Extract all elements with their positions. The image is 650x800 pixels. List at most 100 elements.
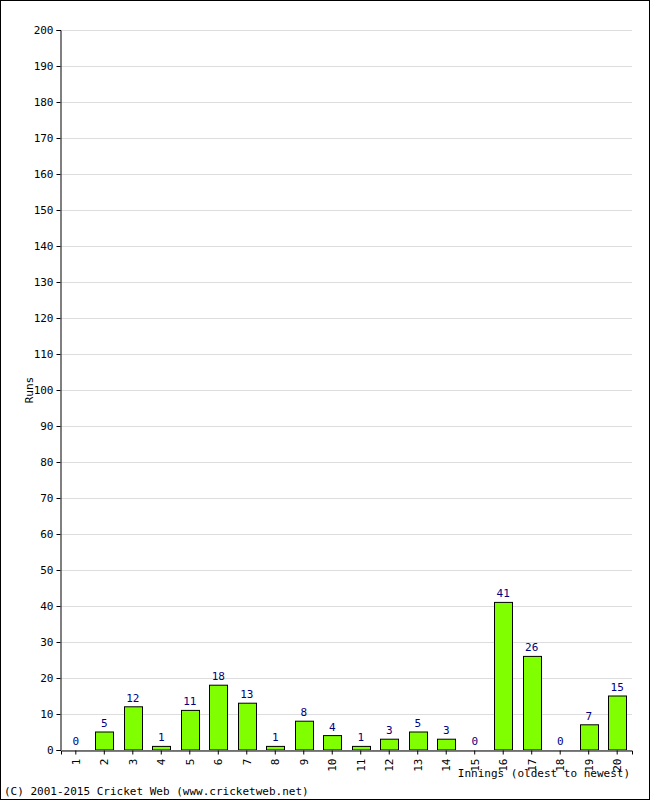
- y-tick-label: 50: [40, 564, 53, 577]
- y-tick-label: 60: [40, 528, 53, 541]
- data-label: 4: [329, 721, 336, 734]
- x-tick-label: 2: [98, 759, 111, 766]
- grid-line: [61, 678, 632, 679]
- x-tick: 9: [298, 751, 311, 766]
- data-label: 0: [471, 735, 478, 748]
- bar: [524, 656, 542, 750]
- y-tick: 30: [40, 636, 60, 649]
- y-tick: 0: [47, 744, 61, 757]
- data-label: 1: [158, 731, 165, 744]
- grid: [61, 31, 632, 751]
- bar: [381, 739, 399, 750]
- chart: 0512111181318413530412607150102030405060…: [0, 0, 650, 800]
- grid-line: [61, 138, 632, 139]
- x-tick-mark: [503, 751, 504, 755]
- data-label: 0: [73, 735, 80, 748]
- grid-line: [61, 426, 632, 427]
- bar: [182, 710, 200, 750]
- y-tick-label: 120: [34, 312, 54, 325]
- y-tick-label: 70: [40, 492, 53, 505]
- y-tick-mark: [57, 102, 61, 103]
- x-axis-line: [62, 751, 633, 755]
- x-tick-label: 1: [70, 759, 83, 766]
- y-tick: 80: [40, 456, 60, 469]
- grid-line: [61, 66, 632, 67]
- x-tick-mark: [189, 751, 190, 755]
- data-label: 41: [497, 587, 510, 600]
- x-tick-mark: [303, 751, 304, 755]
- y-tick-label: 160: [34, 168, 54, 181]
- x-tick-label: 9: [298, 759, 311, 766]
- bar: [552, 750, 570, 751]
- y-tick-mark: [57, 462, 61, 463]
- y-tick-label: 30: [40, 636, 53, 649]
- y-tick-mark: [57, 498, 61, 499]
- x-tick: 14: [440, 751, 453, 772]
- grid-line: [61, 570, 632, 571]
- y-tick-mark: [57, 390, 61, 391]
- y-tick: 50: [40, 564, 60, 577]
- x-tick: 6: [212, 751, 225, 766]
- x-tick-label: 7: [241, 759, 254, 766]
- bar: [210, 685, 228, 750]
- y-tick-label: 110: [34, 348, 54, 361]
- grid-line: [61, 714, 632, 715]
- x-tick-mark: [360, 751, 361, 755]
- y-tick-label: 10: [40, 708, 53, 721]
- x-tick: 8: [269, 751, 282, 766]
- bar: [581, 725, 599, 750]
- data-label: 11: [183, 695, 196, 708]
- y-tick-label: 0: [47, 744, 54, 757]
- x-axis-title: Innings (oldest to newest): [458, 767, 630, 780]
- y-tick-mark: [57, 534, 61, 535]
- y-tick: 130: [34, 276, 61, 289]
- bar: [467, 750, 485, 751]
- grid-line: [61, 354, 632, 355]
- data-label: 8: [300, 706, 307, 719]
- y-tick-mark: [57, 714, 61, 715]
- y-tick-mark: [57, 678, 61, 679]
- y-tick-label: 80: [40, 456, 53, 469]
- y-tick-mark: [57, 246, 61, 247]
- data-label: 13: [240, 688, 253, 701]
- grid-line: [61, 390, 632, 391]
- y-tick: 150: [34, 204, 61, 217]
- y-axis-line: [57, 31, 62, 751]
- y-tick-mark: [57, 642, 61, 643]
- y-axis: 0102030405060708090100110120130140150160…: [34, 24, 61, 757]
- y-tick-mark: [57, 606, 61, 607]
- data-label: 15: [611, 681, 624, 694]
- y-tick: 200: [34, 24, 61, 37]
- grid-line: [61, 462, 632, 463]
- y-tick-label: 180: [34, 96, 54, 109]
- y-tick-label: 40: [40, 600, 53, 613]
- y-tick-label: 150: [34, 204, 54, 217]
- grid-line: [61, 498, 632, 499]
- frame: [1, 1, 650, 800]
- y-tick-label: 20: [40, 672, 53, 685]
- grid-line: [61, 210, 632, 211]
- x-tick-mark: [617, 751, 618, 755]
- data-label: 18: [212, 670, 225, 683]
- y-tick-mark: [57, 66, 61, 67]
- bar: [296, 721, 314, 750]
- y-tick-mark: [57, 174, 61, 175]
- y-tick-mark: [57, 570, 61, 571]
- x-tick: 12: [383, 751, 396, 772]
- bar: [153, 746, 171, 750]
- data-label: 26: [525, 641, 538, 654]
- bar: [267, 746, 285, 750]
- x-tick-mark: [161, 751, 162, 755]
- x-tick-label: 6: [212, 759, 225, 766]
- y-tick: 20: [40, 672, 60, 685]
- y-tick: 110: [34, 348, 61, 361]
- x-tick-label: 8: [269, 759, 282, 766]
- bar: [324, 736, 342, 750]
- bar: [353, 746, 371, 750]
- bar: [609, 696, 627, 750]
- x-tick: 2: [98, 751, 111, 766]
- data-label: 0: [557, 735, 564, 748]
- y-tick: 100: [34, 384, 61, 397]
- annotation: (C) 2001-2015 Cricket Web (www.cricketwe…: [4, 785, 309, 798]
- data-label: 3: [386, 724, 393, 737]
